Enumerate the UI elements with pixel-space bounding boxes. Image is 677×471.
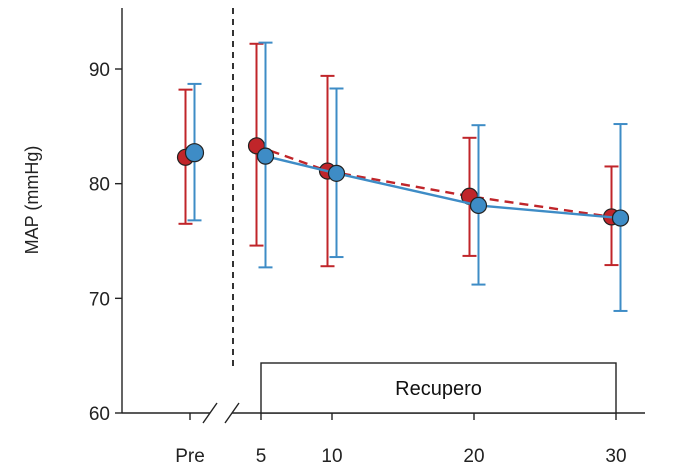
series-0 [176, 42, 621, 268]
data-point [184, 143, 205, 163]
axis-break-marks [202, 402, 240, 424]
x-tick-label: 30 [605, 446, 626, 467]
series-line [256, 144, 612, 219]
annotation-box: Recupero [260, 362, 617, 414]
y-tick-labels: 60 70 80 90 [89, 60, 110, 425]
break-mark [202, 402, 218, 424]
x-tick-label: 10 [321, 446, 342, 467]
x-tick-label: 5 [256, 446, 267, 467]
series-layer [176, 41, 630, 312]
y-tick-label: 80 [89, 175, 110, 196]
x-tick-label: 20 [463, 446, 484, 467]
y-tick-label: 70 [89, 289, 110, 310]
series-line [265, 154, 621, 220]
data-point [327, 164, 346, 182]
x-tick-labels: Pre 5 10 20 30 [175, 446, 626, 467]
y-tick-label: 90 [89, 60, 110, 81]
break-mark [224, 402, 240, 424]
data-point [611, 209, 630, 227]
recupero-box [260, 362, 617, 414]
x-tick-label: Pre [175, 446, 205, 467]
recupero-label: Recupero [395, 378, 482, 400]
y-tick-label: 60 [89, 404, 110, 425]
data-point [256, 147, 275, 165]
data-point [469, 196, 488, 215]
y-axis-label: MAP (mmHg) [22, 146, 42, 255]
series-1 [184, 41, 630, 312]
